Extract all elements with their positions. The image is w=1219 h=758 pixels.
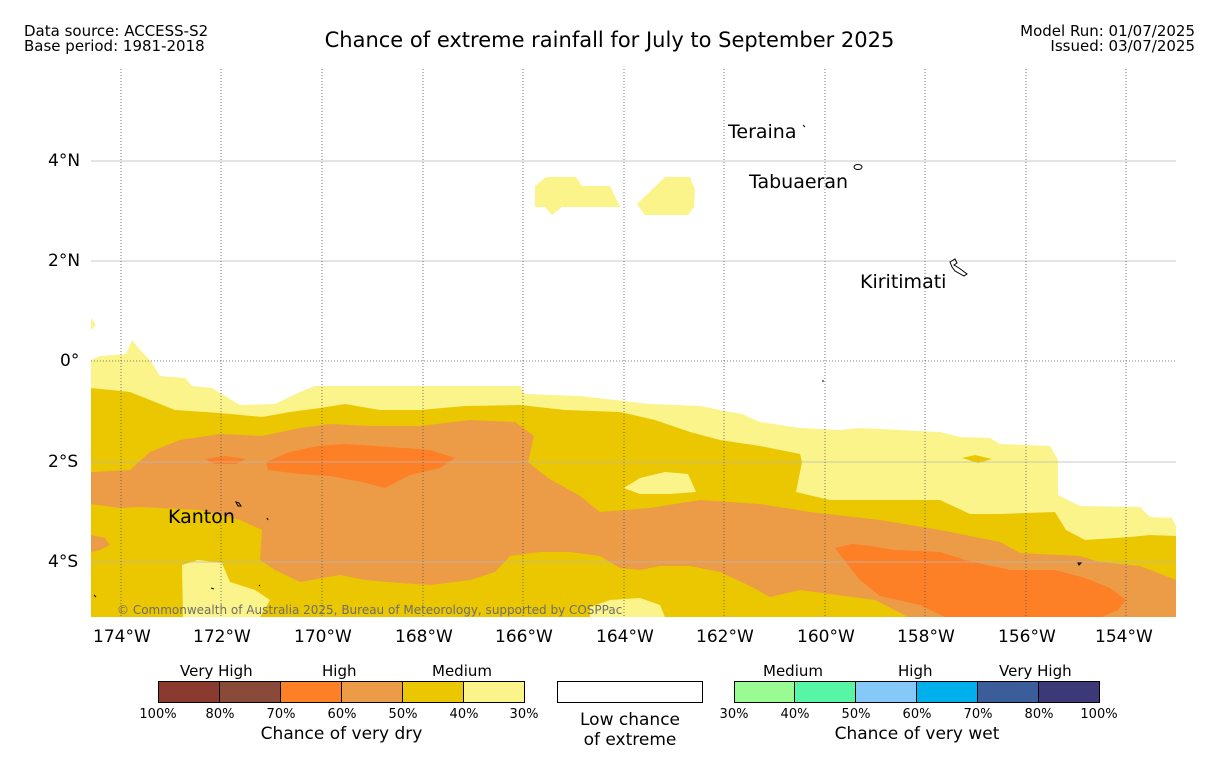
zone-dry-40-50-fleck <box>962 455 992 463</box>
legend-wet-tick-50: 50% <box>841 707 871 722</box>
lat-label-4n: 4°N <box>48 151 81 171</box>
place-label-tabuaeran: Tabuaeran <box>749 171 849 193</box>
zone-dry-30-40-south-2 <box>590 598 665 617</box>
legend-dry-swatch-80-100 <box>158 681 220 703</box>
lon-label-170w: 170°W <box>294 627 352 647</box>
legend-wet-tick-80: 80% <box>1024 707 1054 722</box>
legend-dry-tick-40: 40% <box>449 707 479 722</box>
island-kanton <box>235 501 242 507</box>
legend-dry-swatch-70-80 <box>220 681 281 703</box>
legend-dry-swatch-30-40 <box>464 681 525 703</box>
legend-dry-very-high: Very High <box>180 662 253 680</box>
legend-wet-tick-60: 60% <box>902 707 932 722</box>
legend-dry-tick-50: 50% <box>388 707 418 722</box>
legend-dry-tick-80: 80% <box>205 707 235 722</box>
island-small-1 <box>266 517 269 521</box>
header-run-block: Model Run: 01/07/2025 Issued: 03/07/2025 <box>1020 24 1195 54</box>
legend-wet-high: High <box>898 662 933 680</box>
lat-label-0: 0° <box>60 351 80 371</box>
legend-low-line1: Low chance <box>580 710 680 730</box>
legend-wet-tick-30: 30% <box>719 707 749 722</box>
legend-wet-medium: Medium <box>763 662 823 680</box>
legend-wet-very-high: Very High <box>999 662 1072 680</box>
island-tabuaeran <box>853 164 863 170</box>
legend-dry-swatch-40-50 <box>403 681 464 703</box>
zone-dry-50-60-west <box>91 535 110 552</box>
zone-dry-60-70-north <box>266 444 455 488</box>
lat-label-4s: 4°S <box>48 552 79 572</box>
legend-dry-tick-100: 100% <box>139 707 177 722</box>
lon-label-174w: 174°W <box>93 627 151 647</box>
lon-label-168w: 168°W <box>395 627 453 647</box>
legend-wet-swatch-30-40 <box>734 681 795 703</box>
base-period-text: Base period: 1981-2018 <box>24 37 205 55</box>
legend-wet-tick-40: 40% <box>780 707 810 722</box>
copyright-notice: © Commonwealth of Australia 2025, Bureau… <box>117 603 623 617</box>
legend-low-chance-swatch <box>557 681 703 703</box>
legend-dry-tick-60: 60% <box>327 707 357 722</box>
zone-dry-30-40-south <box>182 560 270 617</box>
island-small-2 <box>210 587 215 590</box>
lon-label-156w: 156°W <box>998 627 1056 647</box>
zone-dry-30-40-island <box>624 472 696 494</box>
zone-dry-30-40-blob-1 <box>535 177 620 215</box>
legend-low-chance-text: Low chance of extreme <box>557 710 703 750</box>
lat-label-2s: 2°S <box>48 452 79 472</box>
island-small-4 <box>1077 562 1083 566</box>
lon-label-172w: 172°W <box>193 627 251 647</box>
island-kiritimati <box>949 258 968 277</box>
legend-dry-medium: Medium <box>432 662 492 680</box>
legend-dry-caption: Chance of very dry <box>260 724 423 744</box>
legend-dry-swatch-60-70 <box>281 681 342 703</box>
lon-label-164w: 164°W <box>596 627 654 647</box>
lon-label-158w: 158°W <box>897 627 955 647</box>
legend-low-line2: of extreme <box>583 730 677 750</box>
map-title: Chance of extreme rainfall for July to S… <box>324 28 895 52</box>
legend-dry-tick-30: 30% <box>509 707 539 722</box>
map-area <box>91 69 1176 617</box>
island-small-6 <box>93 594 97 598</box>
legend-wet-swatch-50-60 <box>856 681 917 703</box>
place-label-teraina: Teraina <box>728 121 797 143</box>
lon-label-154w: 154°W <box>1095 627 1153 647</box>
legend-wet-swatch-60-70 <box>917 681 978 703</box>
legend-wet-swatch-40-50 <box>795 681 856 703</box>
legend-wet-swatch-70-80 <box>978 681 1039 703</box>
legend-wet-swatch-80-100 <box>1039 681 1100 703</box>
island-small-3 <box>258 584 261 587</box>
legend-dry-high: High <box>322 662 357 680</box>
graticule-longitudes <box>120 69 1127 617</box>
lat-label-2n: 2°N <box>48 251 81 271</box>
lon-label-162w: 162°W <box>696 627 754 647</box>
place-label-kanton: Kanton <box>168 506 235 528</box>
lon-label-160w: 160°W <box>797 627 855 647</box>
zone-dry-30-40-blob-2 <box>637 177 695 215</box>
issued-text: Issued: 03/07/2025 <box>1050 37 1195 55</box>
legend-dry-tick-70: 70% <box>266 707 296 722</box>
data-source-text: Data source: ACCESS-S2 <box>24 22 209 40</box>
island-teraina <box>802 124 806 128</box>
legend-wet-tick-100: 100% <box>1080 707 1118 722</box>
lon-label-166w: 166°W <box>495 627 553 647</box>
header-source-block: Data source: ACCESS-S2 Base period: 1981… <box>24 24 208 54</box>
place-label-kiritimati: Kiritimati <box>860 271 947 293</box>
graticule-latitudes <box>91 160 1176 563</box>
model-run-text: Model Run: 01/07/2025 <box>1020 22 1195 40</box>
legend-wet-tick-70: 70% <box>963 707 993 722</box>
island-outlines <box>93 124 1083 598</box>
legend-dry-swatch-50-60 <box>342 681 403 703</box>
legend-wet-caption: Chance of very wet <box>834 724 1000 744</box>
